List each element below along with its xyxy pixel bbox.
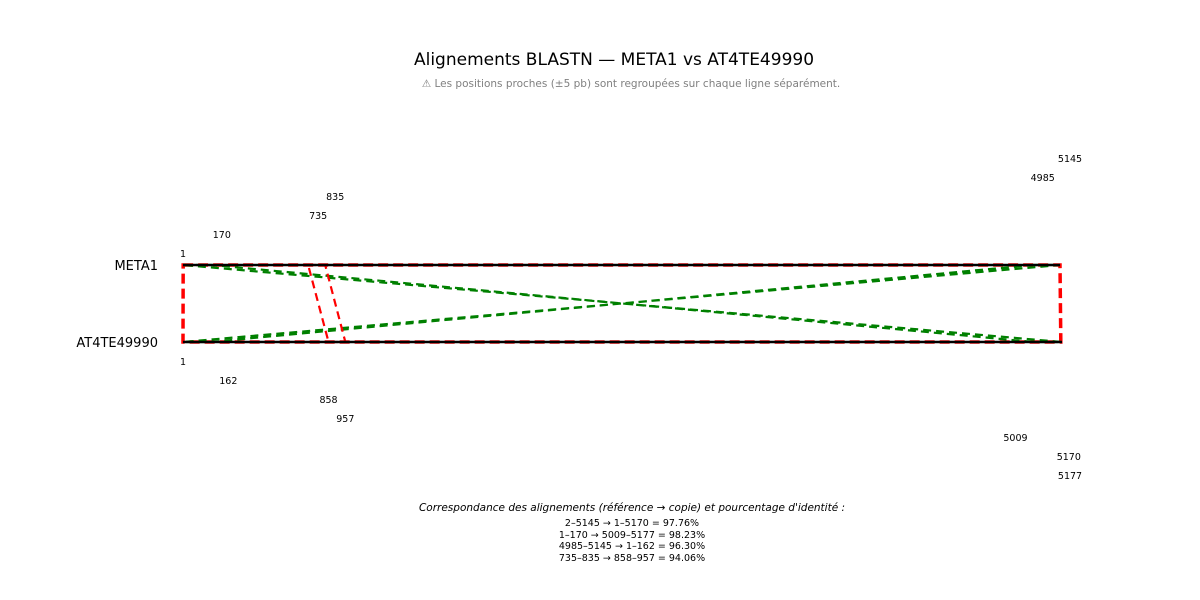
mapping-line: 1–170 → 5009–5177 = 98.23% xyxy=(559,530,705,541)
reference-position-label: 4985 xyxy=(1031,173,1055,184)
reference-position-label: 170 xyxy=(213,230,231,241)
chart-subtitle: ⚠ Les positions proches (±5 pb) sont reg… xyxy=(422,78,841,90)
alignments-layer xyxy=(181,263,1063,344)
mapping-caption: Correspondance des alignements (référenc… xyxy=(419,502,845,514)
copy-position-label: 858 xyxy=(319,395,337,406)
copy-position-label: 1 xyxy=(180,357,186,368)
reference-position-label: 1 xyxy=(180,249,186,260)
reference-position-label: 5145 xyxy=(1058,154,1082,165)
copy-position-label: 5177 xyxy=(1058,471,1082,482)
copy-position-label: 5170 xyxy=(1057,452,1081,463)
copy-position-label: 162 xyxy=(219,376,237,387)
reference-position-label: 835 xyxy=(326,192,344,203)
copy-position-label: 5009 xyxy=(1003,433,1027,444)
mapping-line: 2–5145 → 1–5170 = 97.76% xyxy=(565,518,699,529)
mapping-line: 4985–5145 → 1–162 = 96.30% xyxy=(559,541,705,552)
mapping-line: 735–835 → 858–957 = 94.06% xyxy=(559,553,705,564)
chart-title: Alignements BLASTN — META1 vs AT4TE49990 xyxy=(414,50,814,70)
reference-position-label: 735 xyxy=(309,211,327,222)
copy-position-label: 957 xyxy=(336,414,354,425)
copy-name: AT4TE49990 xyxy=(76,336,158,351)
reference-name: META1 xyxy=(114,259,158,274)
